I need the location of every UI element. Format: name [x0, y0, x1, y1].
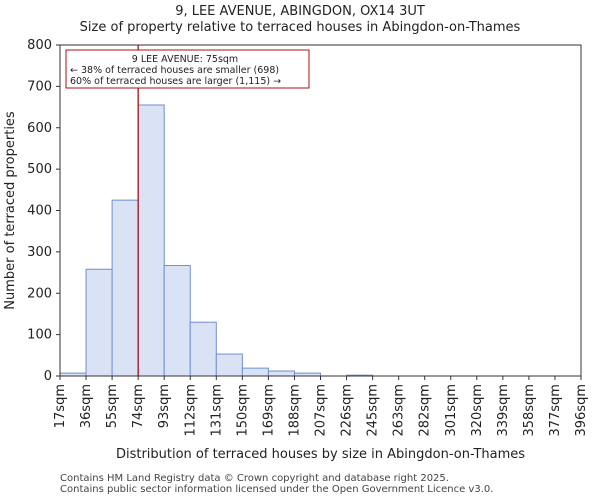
x-tick-label: 207sqm: [314, 384, 329, 437]
y-tick-label: 700: [27, 79, 52, 94]
x-tick-label: 150sqm: [235, 384, 250, 437]
x-tick-label: 93sqm: [157, 384, 172, 428]
y-axis-label: Number of terraced properties: [3, 111, 18, 310]
x-tick-label: 226sqm: [340, 384, 355, 437]
y-tick-label: 200: [27, 286, 52, 301]
histogram-bar: [215, 353, 243, 377]
page-title: 9, LEE AVENUE, ABINGDON, OX14 3UT: [175, 4, 425, 19]
histogram-bar: [137, 104, 165, 377]
plot-frame: [59, 44, 582, 377]
y-tick-label: 500: [27, 162, 52, 177]
y-tick-label: 0: [44, 369, 52, 384]
x-tick-label: 55sqm: [105, 384, 120, 428]
y-tick-label: 800: [27, 38, 52, 53]
histogram-bar: [241, 367, 269, 377]
x-tick-label: 301sqm: [444, 384, 459, 437]
x-tick-label: 36sqm: [79, 384, 94, 428]
x-tick-label: 358sqm: [522, 384, 537, 437]
x-tick-label: 377sqm: [548, 384, 563, 437]
annotation-line-3: 60% of terraced houses are larger (1,115…: [70, 76, 281, 87]
x-tick-label: 282sqm: [418, 384, 433, 437]
x-tick-label: 17sqm: [53, 384, 68, 428]
x-axis-label: Distribution of terraced houses by size …: [116, 447, 525, 462]
x-tick-label: 339sqm: [496, 384, 511, 437]
x-tick-label: 396sqm: [574, 384, 589, 437]
y-tick-label: 600: [27, 121, 52, 136]
histogram-bar: [267, 370, 295, 377]
chart-title: Size of property relative to terraced ho…: [79, 20, 521, 35]
y-tick-label: 300: [27, 245, 52, 260]
histogram-bar: [111, 199, 139, 377]
footer-copyright: Contains HM Land Registry data © Crown c…: [60, 473, 449, 484]
histogram-bar: [189, 321, 217, 377]
y-tick-label: 400: [27, 204, 52, 219]
histogram-bar: [85, 268, 113, 377]
x-tick-label: 188sqm: [287, 384, 302, 437]
histogram-bar: [163, 265, 191, 377]
footer-licence: Contains public sector information licen…: [60, 484, 494, 495]
y-tick-label: 100: [27, 328, 52, 343]
x-tick-label: 320sqm: [470, 384, 485, 437]
x-tick-label: 131sqm: [209, 384, 224, 437]
x-tick-label: 169sqm: [261, 384, 276, 437]
x-tick-label: 263sqm: [392, 384, 407, 437]
x-tick-label: 112sqm: [183, 384, 198, 437]
x-tick-label: 245sqm: [366, 384, 381, 437]
annotation-line-2: ← 38% of terraced houses are smaller (69…: [70, 65, 279, 76]
x-tick-label: 74sqm: [131, 384, 146, 428]
annotation-line-1: 9 LEE AVENUE: 75sqm: [132, 54, 238, 65]
annotation-box: [65, 49, 310, 89]
